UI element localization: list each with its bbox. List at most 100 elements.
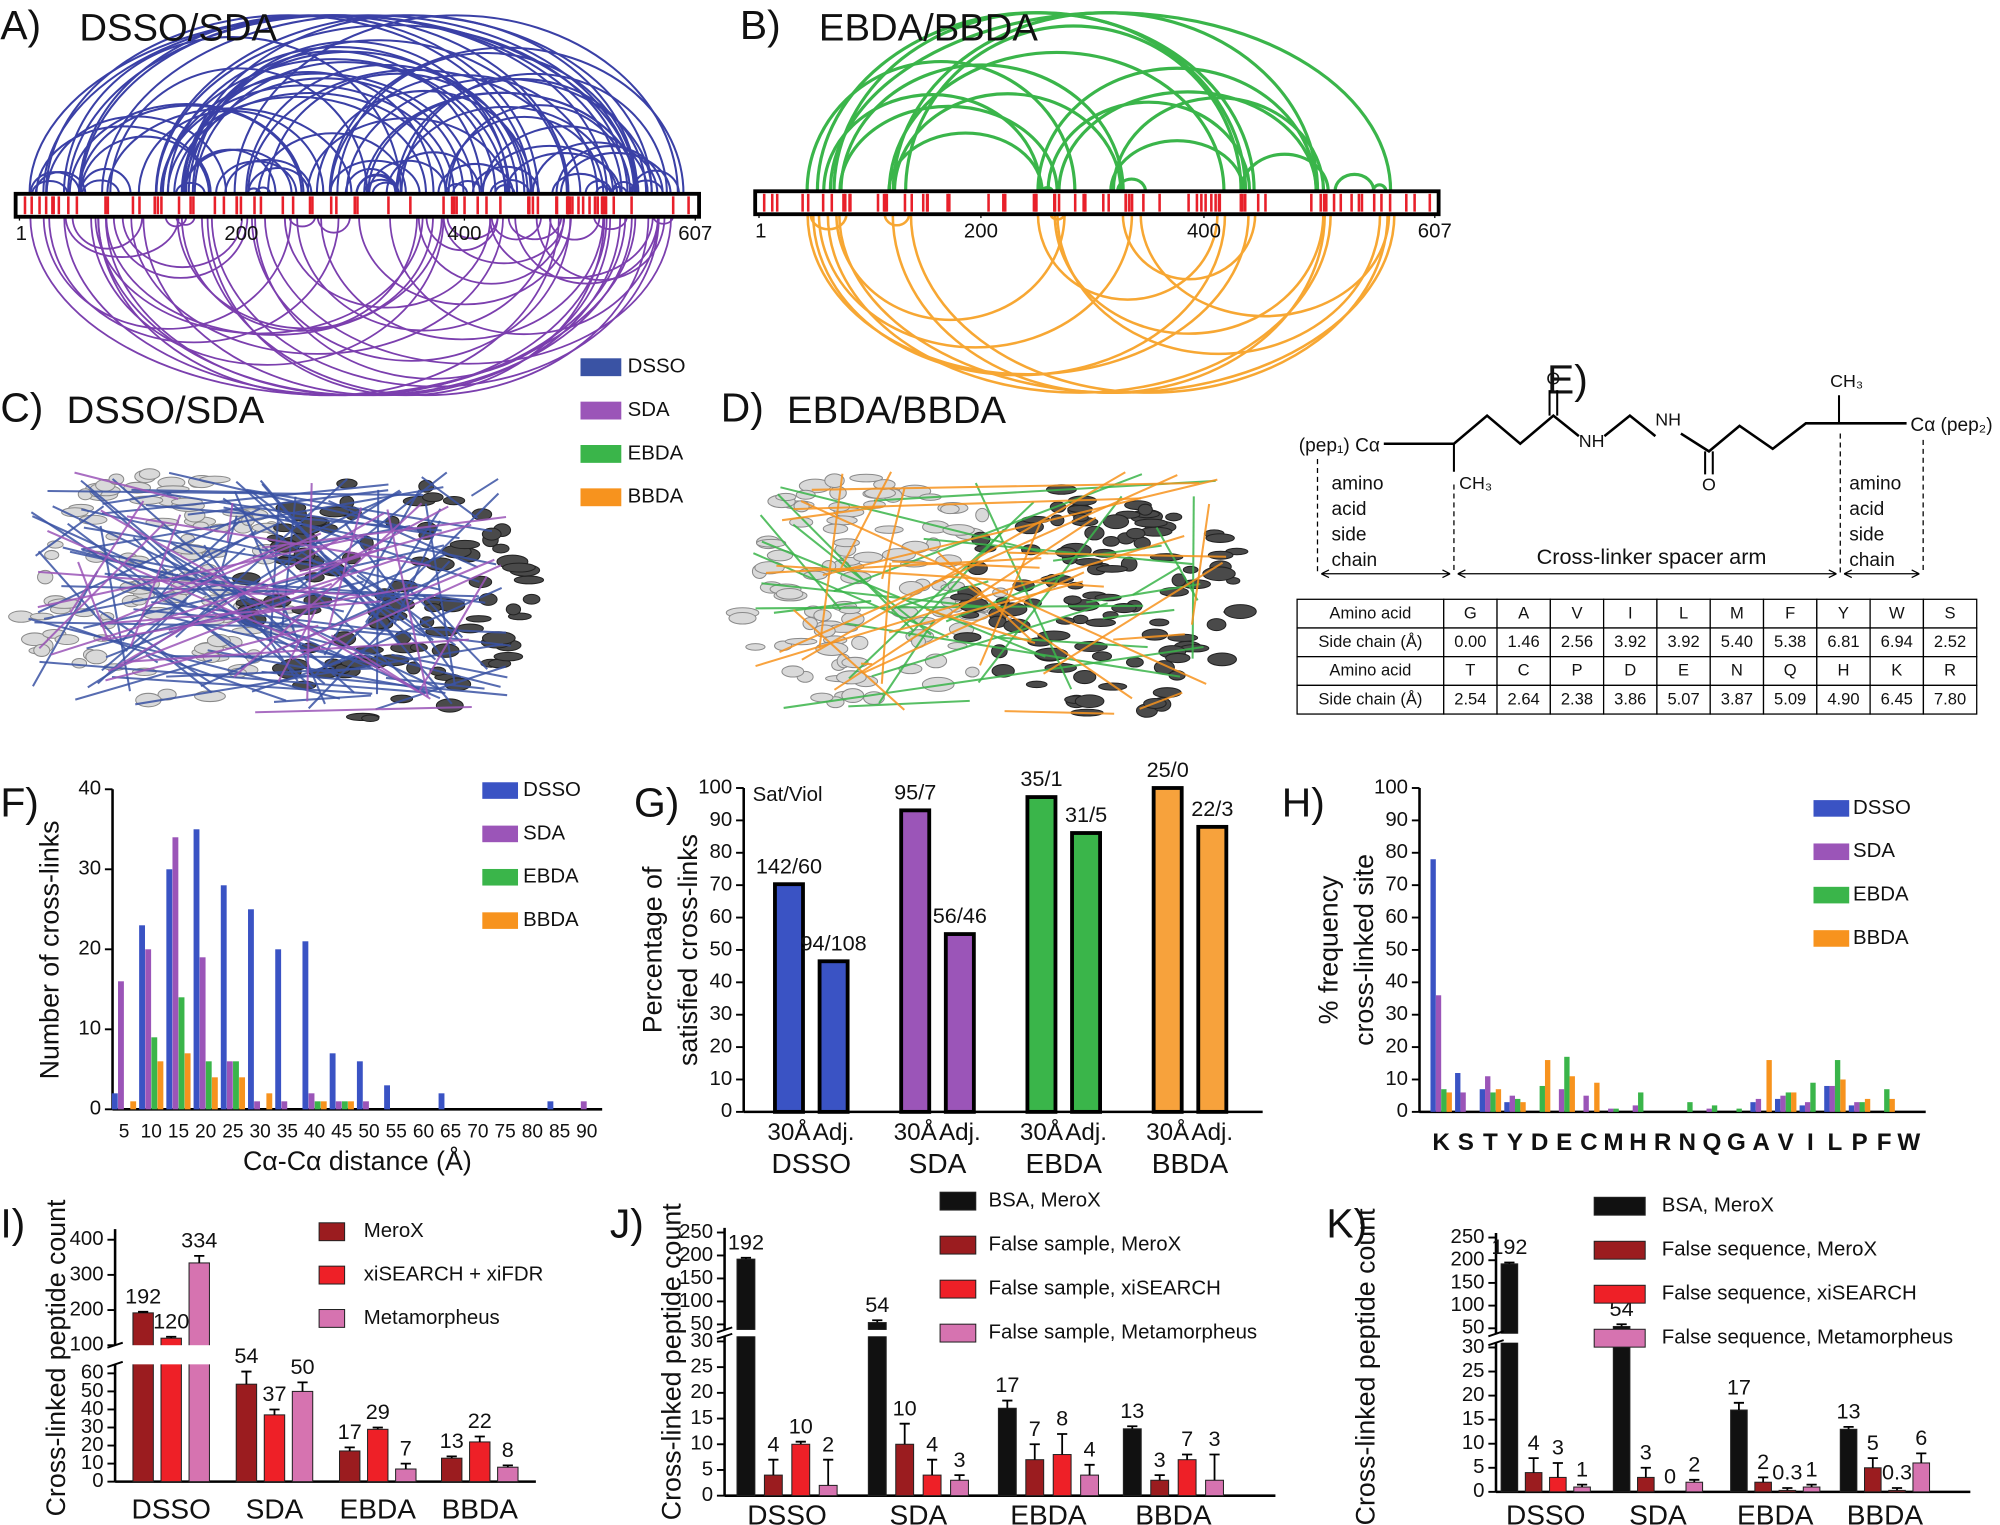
crosslink-line: [74, 471, 179, 500]
x-tick-label: H: [1629, 1129, 1647, 1156]
helix: [361, 714, 380, 723]
helix: [1207, 550, 1234, 560]
value-label: 10: [789, 1413, 813, 1438]
helix: [1063, 595, 1082, 605]
value-label: 3: [1640, 1439, 1652, 1464]
y-tick-label: 20: [1462, 1384, 1485, 1406]
arc-below: [883, 214, 911, 227]
arc-above: [315, 90, 534, 194]
crosslink-line: [100, 509, 420, 693]
bar: [1151, 786, 1184, 1114]
value-label: 10: [893, 1395, 917, 1420]
arc-below: [652, 216, 674, 225]
bar: [1864, 1098, 1871, 1112]
error-bar: [954, 1474, 965, 1481]
side-chain-label: acid: [1332, 499, 1367, 520]
value-label: 54: [865, 1292, 889, 1317]
bar: [1613, 1108, 1619, 1112]
value-label: 8: [502, 1437, 514, 1462]
crosslink-line: [761, 582, 996, 610]
table-cell: [1869, 627, 1925, 658]
arc-above: [183, 77, 465, 194]
x-tick-label: 10: [141, 1121, 162, 1142]
arc-below: [1036, 214, 1219, 301]
y-tick-label: 10: [78, 1018, 101, 1040]
arc-above: [35, 125, 212, 194]
axis-tick-label: 200: [224, 223, 258, 245]
table-cell: [1869, 598, 1925, 629]
arc-above: [471, 165, 540, 194]
legend-swatch: [580, 401, 622, 420]
y-tick-label: 0: [92, 1470, 103, 1492]
y-axis-label: cross-linked site: [1349, 854, 1379, 1046]
y-tick-label: 90: [1385, 809, 1408, 831]
y-tick-label: 400: [70, 1228, 104, 1250]
bar: [1052, 1454, 1072, 1497]
helix: [1205, 533, 1235, 543]
crosslink-line: [107, 582, 333, 672]
arc-above: [247, 167, 310, 194]
x-tick-label: W: [1897, 1129, 1920, 1156]
crosslink-line: [35, 505, 105, 557]
x-tick-label: 30Å: [767, 1118, 811, 1146]
bar: [763, 1474, 783, 1497]
atom-label: NH: [1579, 431, 1605, 451]
bar: [363, 1101, 369, 1110]
x-tick-label: F: [1877, 1129, 1892, 1156]
arc-below: [809, 214, 848, 231]
bar: [291, 1390, 314, 1483]
arc-above: [504, 152, 622, 194]
error-bar: [1182, 1453, 1193, 1460]
y-tick-label: 20: [690, 1381, 713, 1403]
table-text: L: [1679, 603, 1688, 622]
axis-break-gap: [1497, 1333, 1973, 1343]
table-cell: [1709, 627, 1765, 658]
bar: [1802, 1486, 1821, 1493]
legend-swatch: [1593, 1284, 1646, 1304]
helix: [1182, 565, 1199, 574]
value-label: 54: [234, 1343, 258, 1368]
arc-above: [329, 159, 421, 194]
value-label: 142/60: [756, 853, 822, 878]
table-text: 6.81: [1827, 632, 1859, 651]
error-bar: [344, 1446, 355, 1451]
legend-swatch: [939, 1191, 977, 1211]
table-text: Q: [1784, 661, 1797, 680]
arc-below: [826, 214, 1332, 395]
y-tick-label: 20: [81, 1434, 104, 1456]
y-tick-label: 0: [1473, 1480, 1484, 1502]
error-bar: [1154, 1474, 1165, 1481]
bar: [166, 869, 173, 1110]
sequence-bar: [753, 189, 1441, 217]
helix: [754, 561, 785, 575]
error-bar: [372, 1426, 383, 1430]
legend-swatch: [939, 1279, 977, 1299]
arc-above: [166, 96, 428, 194]
crosslink-line: [133, 608, 394, 636]
bar: [130, 1101, 137, 1110]
x-tick-label: C: [1580, 1129, 1598, 1156]
value-label: 120: [153, 1308, 189, 1333]
legend-label: False sequence, Metamorpheus: [1662, 1327, 1953, 1349]
error-bar: [795, 1440, 806, 1445]
helix: [991, 664, 1015, 678]
y-tick-label: 10: [1462, 1432, 1485, 1454]
axis-break-mark: [716, 1332, 733, 1340]
legend-swatch: [580, 358, 622, 377]
bar: [1025, 1459, 1045, 1497]
arc-below: [320, 216, 605, 340]
table-text: 2.38: [1561, 689, 1593, 708]
bar: [1834, 1060, 1841, 1112]
error-bar: [768, 1458, 779, 1476]
bar: [308, 1093, 315, 1110]
error-bar: [400, 1462, 411, 1470]
legend-label: BSA, MeroX: [1662, 1195, 1775, 1217]
bar: [1632, 1105, 1639, 1112]
panel-label: B): [740, 2, 781, 48]
arc-above: [400, 72, 668, 194]
crosslink-line: [226, 502, 234, 543]
bar: [302, 941, 309, 1110]
crosslink-line: [82, 549, 406, 613]
error-bar: [297, 1381, 308, 1392]
arc-above: [887, 51, 1226, 192]
